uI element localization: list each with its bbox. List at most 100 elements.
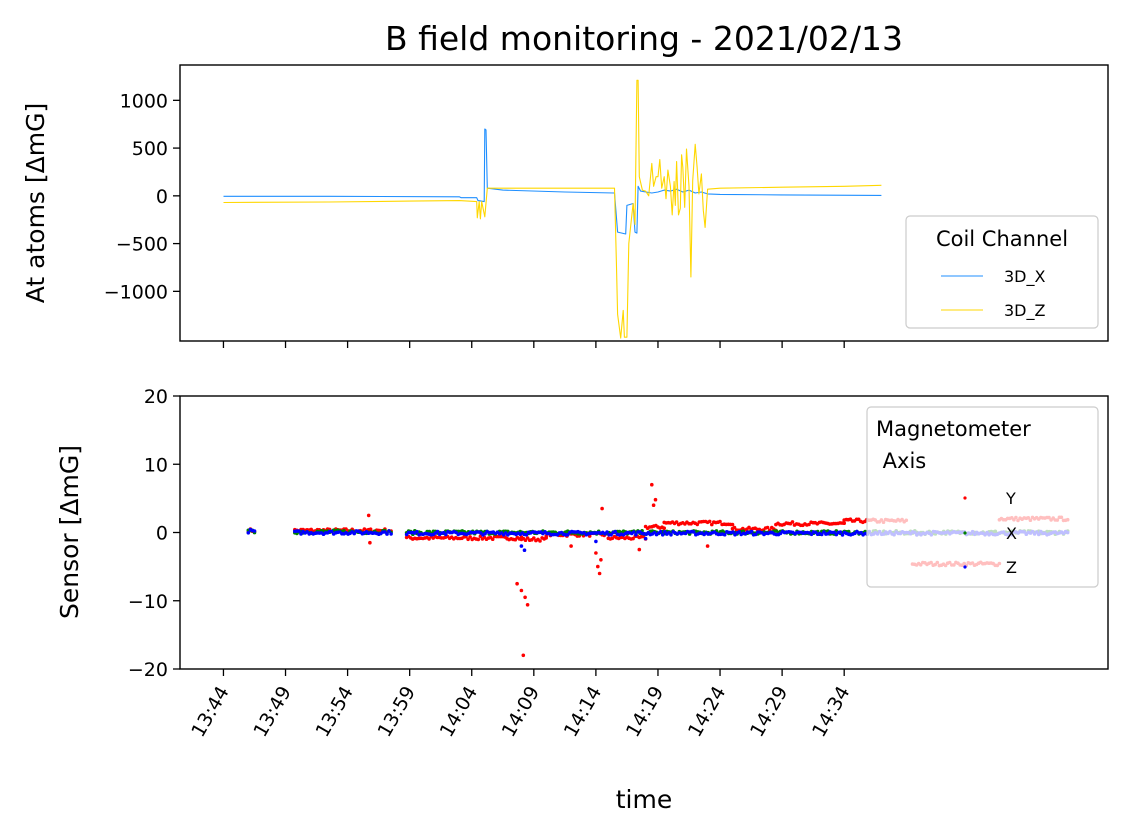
point-z-1-2 bbox=[297, 529, 301, 533]
spike-y-6 bbox=[521, 653, 526, 658]
legend-label-x: X bbox=[1006, 524, 1017, 543]
bottom-plot-frame bbox=[179, 395, 1109, 670]
x-axis-label: time bbox=[616, 785, 672, 814]
point-z-1-45 bbox=[385, 532, 389, 536]
point-y-8-1 bbox=[732, 525, 737, 530]
spike-y-9 bbox=[596, 564, 600, 569]
point-y-9-8 bbox=[790, 520, 795, 524]
spike-y-8 bbox=[594, 551, 598, 555]
bottom-x-ticks: 13:44 13:49 13:54 13:59 14:04 14:09 14:14 14:19… bbox=[187, 669, 855, 741]
bottom-y-tick-label-2: 0 bbox=[156, 523, 168, 545]
point-z-0-0 bbox=[246, 531, 251, 535]
spike-y-17 bbox=[705, 544, 710, 548]
x-tick-label-4: 14:04 bbox=[436, 683, 482, 741]
top-x-ticks bbox=[222, 341, 845, 348]
bottom-y-tick-label-1: 10 bbox=[144, 454, 168, 476]
point-z-2-111 bbox=[634, 533, 638, 537]
point-y-3-6 bbox=[532, 536, 536, 540]
top-y-ticks: 1000 500 0 −500 −1000 bbox=[104, 90, 180, 303]
top-y-tick-label-2: 0 bbox=[156, 186, 168, 208]
point-y-7-33 bbox=[730, 522, 735, 527]
point-z-2-19 bbox=[444, 532, 448, 537]
spike-y-13 bbox=[650, 482, 654, 487]
point-z-2-139 bbox=[691, 530, 696, 534]
top-y-axis-label: At atoms [ΔmG] bbox=[21, 103, 50, 304]
point-z-2-124 bbox=[660, 533, 665, 537]
point-y-7-22 bbox=[707, 519, 712, 524]
spike-z-1 bbox=[522, 548, 527, 552]
point-y-6-9 bbox=[662, 526, 666, 530]
point-z-2-167 bbox=[749, 529, 754, 534]
point-y-9-16 bbox=[807, 522, 811, 527]
point-z-2-110 bbox=[632, 530, 636, 534]
series-line-3d-z bbox=[223, 79, 882, 339]
legend-label-3d-x: 3D_X bbox=[1004, 267, 1046, 287]
spike-z-3 bbox=[643, 536, 648, 541]
spike-y-1 bbox=[368, 540, 372, 545]
magnetometer-panel: 20 10 0 −10 −20 13:44 13:49 13:54 13:59 14:04 14:… bbox=[55, 386, 1109, 814]
top-legend-box bbox=[905, 215, 1099, 329]
top-y-tick-label-4: −1000 bbox=[104, 281, 168, 303]
legend-marker-z bbox=[963, 565, 967, 569]
point-y-7-16 bbox=[695, 522, 700, 527]
point-z-2-201 bbox=[820, 532, 824, 537]
top-y-tick-label-0: 1000 bbox=[120, 90, 168, 112]
chart-title: B field monitoring - 2021/02/13 bbox=[385, 19, 903, 58]
x-tick-label-3: 13:59 bbox=[374, 683, 420, 741]
point-y-8-17 bbox=[765, 525, 770, 530]
bottom-y-tick-label-0: 20 bbox=[144, 386, 168, 408]
spike-y-10 bbox=[597, 571, 602, 576]
x-tick-label-10: 14:34 bbox=[808, 683, 854, 741]
point-y-9-33 bbox=[842, 521, 846, 525]
x-tick-label-7: 14:19 bbox=[622, 683, 668, 741]
x-tick-label-8: 14:24 bbox=[684, 683, 730, 741]
spike-y-11 bbox=[599, 558, 603, 562]
x-tick-label-2: 13:54 bbox=[311, 683, 357, 741]
legend-label-y: Y bbox=[1005, 489, 1016, 508]
spike-y-15 bbox=[653, 497, 658, 502]
point-z-2-58 bbox=[524, 533, 529, 537]
coil-channel-panel: 1000 500 0 −500 −1000 At atoms [ΔmG] Coil Ch… bbox=[21, 64, 1109, 348]
point-z-1-47 bbox=[389, 532, 393, 536]
spike-y-16 bbox=[637, 547, 642, 552]
point-z-1-3 bbox=[299, 532, 303, 536]
point-z-2-196 bbox=[809, 532, 814, 537]
bottom-legend-box bbox=[866, 406, 1099, 588]
spike-z-2 bbox=[594, 539, 598, 544]
bottom-y-tick-label-4: −20 bbox=[128, 659, 168, 681]
legend-marker-x bbox=[963, 531, 967, 535]
point-z-1-46 bbox=[387, 529, 391, 533]
spike-y-14 bbox=[651, 503, 656, 508]
point-z-1-18 bbox=[329, 529, 334, 534]
point-y-2-42 bbox=[490, 537, 495, 541]
bottom-legend-title-line-2: Axis bbox=[876, 449, 926, 473]
spike-y-3 bbox=[519, 588, 524, 593]
point-z-1-29 bbox=[352, 531, 357, 536]
point-z-2-125 bbox=[663, 530, 667, 534]
point-y-5-12 bbox=[631, 536, 635, 541]
bottom-y-axis-label: Sensor [ΔmG] bbox=[55, 445, 84, 619]
spike-y-4 bbox=[523, 595, 527, 600]
top-plot-frame bbox=[179, 64, 1109, 342]
x-tick-label-0: 13:44 bbox=[187, 683, 233, 741]
point-y-7-23 bbox=[710, 522, 714, 527]
point-y-3-9 bbox=[538, 539, 542, 543]
spike-y-0 bbox=[366, 513, 371, 518]
point-y-2-30 bbox=[466, 537, 470, 542]
bottom-y-tick-label-3: −10 bbox=[128, 591, 168, 613]
spike-y-7 bbox=[569, 544, 573, 548]
point-z-2-161 bbox=[737, 530, 741, 534]
point-y-2-35 bbox=[476, 537, 481, 542]
legend-marker-y bbox=[963, 496, 967, 500]
spike-z-0 bbox=[519, 544, 524, 548]
top-series-lines bbox=[223, 79, 882, 339]
point-y-7-27 bbox=[718, 519, 722, 524]
point-z-2-210 bbox=[838, 530, 843, 534]
top-y-tick-label-1: 500 bbox=[132, 138, 168, 160]
top-y-tick-label-3: −500 bbox=[116, 234, 168, 256]
point-z-2-5 bbox=[415, 529, 419, 534]
bottom-legend: Magnetometer Axis Y X Z bbox=[866, 406, 1099, 588]
point-z-2-128 bbox=[669, 533, 673, 537]
x-tick-label-9: 14:29 bbox=[746, 683, 792, 741]
